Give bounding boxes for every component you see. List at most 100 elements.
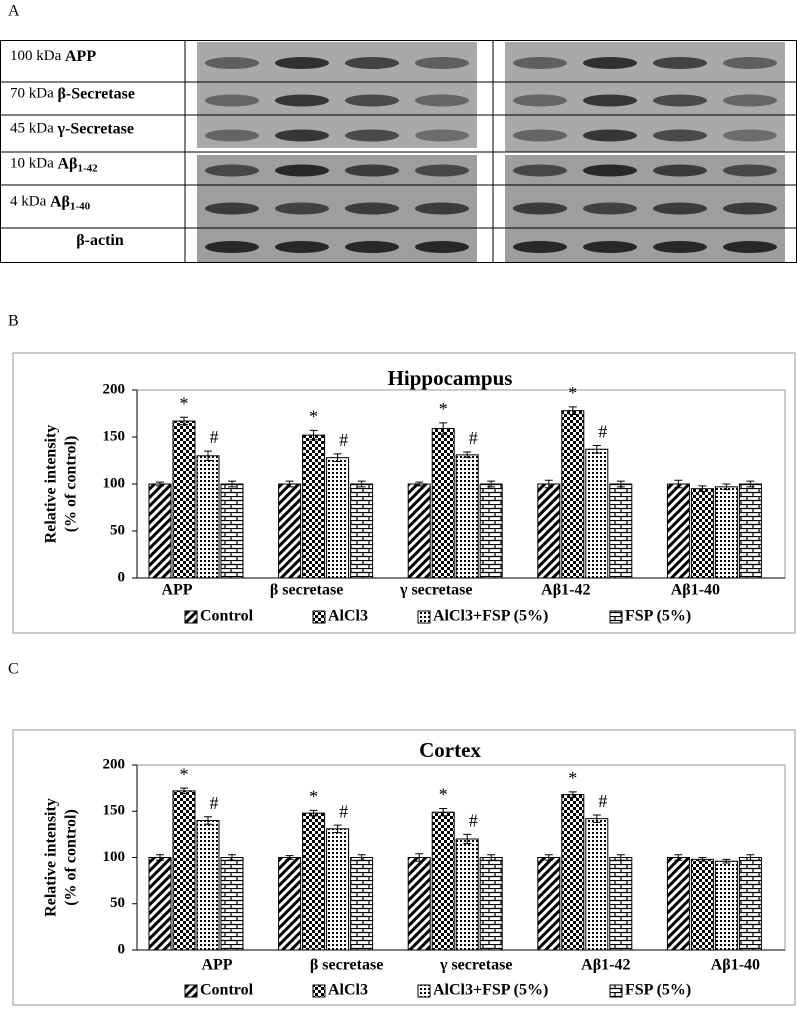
blot-band: [415, 241, 469, 253]
y-axis-label: Relative intensity: [43, 798, 60, 917]
panel-label: B: [8, 313, 19, 330]
blot-band: [275, 164, 329, 177]
blot-band: [723, 164, 777, 177]
x-tick-label: Aβ1-42: [541, 582, 590, 599]
bar: [666, 857, 690, 951]
bar: [326, 828, 350, 951]
blot-band: [205, 241, 259, 253]
y-tick-label: 0: [118, 941, 126, 957]
significance-marker: *: [309, 407, 318, 427]
error-bar: [568, 791, 577, 798]
error-bar: [674, 854, 683, 861]
blot-band: [653, 164, 707, 177]
x-tick-label: Aβ1-42: [581, 957, 630, 974]
y-axis-label: Relative intensity: [43, 425, 60, 544]
error-bar: [722, 483, 731, 491]
blot-row-label: β-actin: [76, 232, 124, 249]
bar-chart: Hippocampus Relative intensity (% of contr…: [12, 352, 796, 634]
blot-band: [583, 129, 637, 142]
legend-swatch: [609, 610, 623, 624]
x-tick-label: γ secretase: [399, 582, 472, 599]
bar: [326, 457, 350, 579]
error-bar: [544, 479, 553, 489]
bar: [738, 483, 762, 579]
blot-band: [415, 164, 469, 177]
blot-band: [583, 202, 637, 215]
significance-marker: *: [309, 786, 318, 806]
legend-swatch: [609, 984, 623, 998]
protein-name: Aβ: [50, 193, 70, 210]
legend-label: FSP (5%): [625, 982, 691, 999]
protein-size: 100 kDa: [10, 48, 62, 64]
y-axis-label: (% of control): [63, 809, 80, 906]
bar: [738, 857, 762, 951]
blot-band: [583, 94, 637, 107]
error-bar: [357, 854, 366, 861]
error-bar: [285, 480, 294, 488]
blot-band: [583, 241, 637, 253]
blot-band: [205, 164, 259, 177]
blot-row-label: 10 kDa Aβ1-42: [10, 155, 98, 174]
blot-band: [345, 94, 399, 107]
blot-band: [345, 129, 399, 142]
blot-band: [513, 202, 567, 215]
error-bar: [204, 450, 212, 461]
error-bar: [180, 416, 188, 426]
legend-swatch: [417, 610, 431, 624]
protein-size: 4 kDa: [10, 194, 47, 210]
bar: [690, 858, 714, 951]
error-bar: [746, 480, 755, 488]
y-tick-label: 100: [103, 849, 126, 865]
blot-band: [723, 202, 777, 215]
y-tick-label: 50: [110, 522, 125, 538]
bar: [479, 857, 503, 951]
bar: [407, 483, 431, 579]
blot-band: [513, 57, 567, 69]
bar: [172, 790, 196, 951]
significance-marker: #: [210, 427, 219, 447]
protein-name: APP: [65, 48, 96, 65]
legend-label: AlCl3: [328, 982, 368, 999]
error-bar: [463, 833, 472, 845]
legend-label: Control: [200, 608, 254, 625]
blot-band: [275, 57, 329, 69]
blot-band: [415, 94, 469, 107]
blot-band: [205, 202, 259, 215]
protein-size: 45 kDa: [10, 121, 54, 137]
error-bar: [544, 854, 553, 861]
blot-band: [205, 129, 259, 142]
legend-swatch: [312, 984, 326, 998]
error-bar: [309, 429, 318, 441]
bar: [302, 434, 326, 579]
bar: [609, 483, 633, 579]
y-tick-label: 50: [110, 895, 125, 911]
protein-name: β-actin: [76, 232, 124, 249]
bar: [690, 488, 714, 579]
blot-band: [583, 164, 637, 177]
error-bar: [592, 814, 601, 823]
significance-marker: *: [180, 393, 189, 413]
protein-name: γ-Secretase: [57, 120, 134, 137]
blot-row-label: 4 kDa Aβ1-40: [10, 193, 91, 212]
error-bar: [204, 816, 212, 825]
blot-band: [653, 202, 707, 215]
error-bar: [228, 854, 236, 861]
significance-marker: #: [339, 430, 348, 450]
error-bar: [487, 480, 496, 488]
error-bar: [357, 480, 366, 488]
blot-band: [653, 57, 707, 69]
y-tick-label: 200: [103, 381, 126, 397]
bar: [714, 486, 738, 579]
bar: [220, 483, 244, 579]
y-tick-label: 200: [103, 756, 126, 772]
bar: [537, 857, 561, 951]
bar: [585, 448, 609, 579]
error-bar: [616, 480, 625, 488]
error-bar: [463, 451, 472, 459]
bar: [407, 857, 431, 951]
protein-subscript: 1-40: [70, 200, 91, 212]
significance-marker: #: [469, 811, 478, 831]
error-bar: [746, 854, 755, 861]
blot-band: [415, 202, 469, 215]
